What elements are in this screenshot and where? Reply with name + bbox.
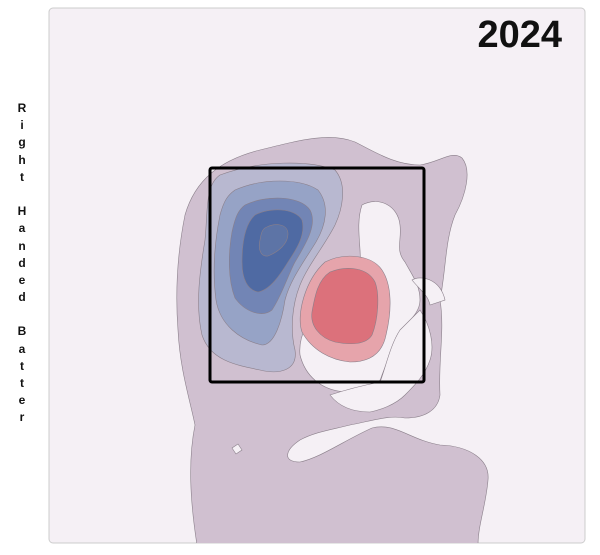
chart-title: 2024 [477,14,562,56]
contour-blue-peak [258,224,289,257]
y-axis-label-char: e [18,393,26,408]
y-axis-label-char: t [20,169,24,184]
y-axis-label-char: i [20,118,24,133]
y-axis-label-char: g [18,135,26,150]
y-axis-label-char: t [20,376,24,390]
y-axis-label-char: e [18,272,26,287]
contour-hole-small [231,443,243,455]
y-axis-label-char: d [18,290,26,305]
y-axis-label-char: d [18,255,26,270]
contour-gap-right [411,277,446,306]
y-axis-label-char: a [18,341,26,356]
y-axis-label-char: r [19,410,25,425]
y-axis-label-char: a [18,221,26,236]
contour-gap-lower [329,309,433,413]
y-axis-label-char: n [18,238,26,253]
y-axis-label-char: B [17,324,27,339]
y-axis-label-char: H [17,204,27,219]
y-axis-label-char: R [17,101,27,115]
y-axis-label-char: h [18,152,26,167]
strike-zone [208,166,426,384]
y-axis-label-char: t [20,358,24,373]
contour-red-2 [311,268,379,345]
y-axis-label-char [20,186,23,203]
y-axis-label-char [20,306,23,323]
